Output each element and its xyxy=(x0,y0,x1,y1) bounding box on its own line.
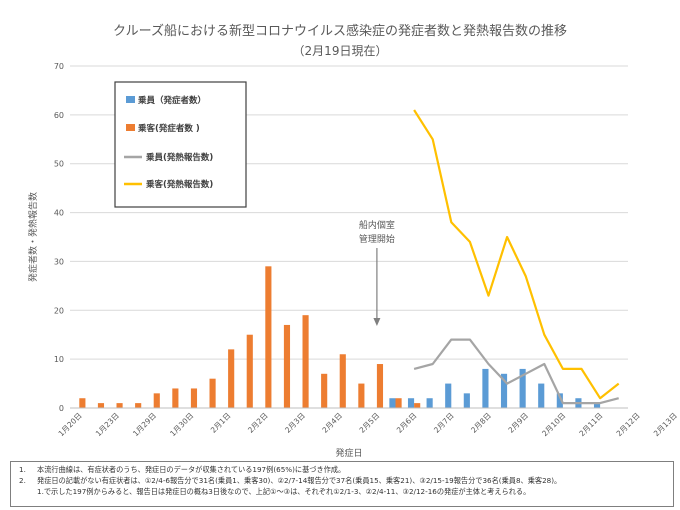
x-tick-label: 2月10日 xyxy=(540,411,567,438)
legend: 乗員（発症者数） 乗客(発症者数 ) 乗員(発熱報告数) 乗客(発熱報告数) xyxy=(114,81,247,208)
footnotes: 1. 本流行曲線は、有症状者のうち、発症日のデータが収集されている197例(65%… xyxy=(10,461,674,507)
bars xyxy=(79,266,601,408)
bar xyxy=(593,403,601,408)
bar xyxy=(246,334,253,408)
legend-label: 乗客(発熱報告数) xyxy=(145,179,213,190)
x-tick-label: 2月11日 xyxy=(577,411,604,438)
x-tick-label: 2月3日 xyxy=(283,411,307,435)
bar xyxy=(190,388,198,408)
x-tick-label: 2月8日 xyxy=(469,411,493,435)
y-tick-label: 0 xyxy=(59,404,64,413)
annotation-arrowhead xyxy=(373,318,381,326)
bar xyxy=(426,398,433,408)
x-tick-label: 2月5日 xyxy=(358,411,382,435)
bar xyxy=(339,354,346,408)
note-text: 本流行曲線は、有症状者のうち、発症日のデータが収集されている197例(65%)に… xyxy=(37,465,346,474)
note-number: 1. xyxy=(19,465,26,474)
legend-label: 乗客(発症者数 ) xyxy=(137,123,200,134)
note-2-continued: 1.で示した197例からみると、報告日は発症日の概ね3日後なので、上記①～③は、… xyxy=(19,486,667,497)
bar xyxy=(482,368,489,408)
bar xyxy=(389,398,396,408)
x-tick-label: 1月30日 xyxy=(168,411,195,438)
y-tick-label: 30 xyxy=(54,257,64,266)
bar xyxy=(321,373,328,408)
x-tick-label: 2月2日 xyxy=(246,411,270,435)
chart-title: クルーズ船における新型コロナウイルス感染症の発症者数と発熱報告数の推移 xyxy=(113,24,567,39)
y-tick-label: 70 xyxy=(54,62,64,71)
y-axis-label: 発症者数・発熱報告数 xyxy=(27,192,39,282)
lines xyxy=(413,109,620,405)
bar xyxy=(407,398,415,408)
bar xyxy=(445,383,452,408)
legend-swatch xyxy=(126,124,135,131)
x-tick-label: 1月23日 xyxy=(94,411,121,438)
legend-swatch xyxy=(126,96,135,103)
x-axis-label: 発症日 xyxy=(335,447,362,459)
legend-box xyxy=(114,81,247,208)
bar xyxy=(463,393,470,408)
bar xyxy=(265,266,272,408)
x-tick-label: 1月20日 xyxy=(57,411,84,438)
bar xyxy=(209,378,216,408)
bar xyxy=(116,403,123,408)
bar xyxy=(79,398,86,408)
bar xyxy=(97,403,105,408)
annotation-text: 管理開始 xyxy=(359,233,395,245)
bar xyxy=(395,398,402,408)
epidemic-curve-chart: 0 10 20 30 40 50 60 70 1月20日 1月23日 1月29日 1月30日 2月1日 2… xyxy=(27,62,679,459)
bar xyxy=(153,393,160,408)
note-text: 1.で示した197例からみると、報告日は発症日の概ね3日後なので、上記①～③は、… xyxy=(37,487,531,496)
bar xyxy=(556,393,563,408)
note-number: 2. xyxy=(19,476,26,485)
bar xyxy=(376,364,384,408)
annotation-text: 船内個室 xyxy=(359,219,395,231)
note-text: 発症日の記載がない有症状者は、①2/4-6報告分で31名(乗員1、乗客30)、②… xyxy=(37,476,562,485)
y-tick-label: 50 xyxy=(54,160,64,169)
x-tick-label: 2月1日 xyxy=(209,411,233,435)
chart-subtitle: （2月19日現在） xyxy=(292,44,388,58)
x-tick-label: 2月12日 xyxy=(615,411,642,438)
bar xyxy=(519,368,526,408)
y-tick-label: 40 xyxy=(54,209,64,218)
bar xyxy=(228,349,235,408)
legend-label: 乗員(発熱報告数) xyxy=(145,152,213,163)
bar xyxy=(283,324,291,408)
series-line xyxy=(413,338,619,405)
x-tick-label: 1月29日 xyxy=(131,411,158,438)
x-tick-label: 2月7日 xyxy=(432,411,456,435)
bar xyxy=(414,403,421,408)
note-1: 1. 本流行曲線は、有症状者のうち、発症日のデータが収集されている197例(65%… xyxy=(19,464,667,475)
x-tick-label: 2月4日 xyxy=(320,411,344,435)
y-tick-label: 20 xyxy=(54,306,64,315)
bar xyxy=(135,403,142,408)
x-tick-label: 2月13日 xyxy=(652,411,679,438)
y-tick-label: 10 xyxy=(54,355,64,364)
bar xyxy=(500,373,508,408)
note-2: 2. 発症日の記載がない有症状者は、①2/4-6報告分で31名(乗員1、乗客30)… xyxy=(19,475,667,486)
x-tick-label: 2月9日 xyxy=(506,411,530,435)
x-tick-label: 2月6日 xyxy=(395,411,419,435)
series-line xyxy=(413,109,620,400)
bar xyxy=(538,383,545,408)
y-tick-label: 60 xyxy=(54,111,64,120)
bar xyxy=(302,315,309,408)
bar xyxy=(358,383,365,408)
bar xyxy=(172,388,179,408)
legend-label: 乗員（発症者数） xyxy=(137,95,206,106)
